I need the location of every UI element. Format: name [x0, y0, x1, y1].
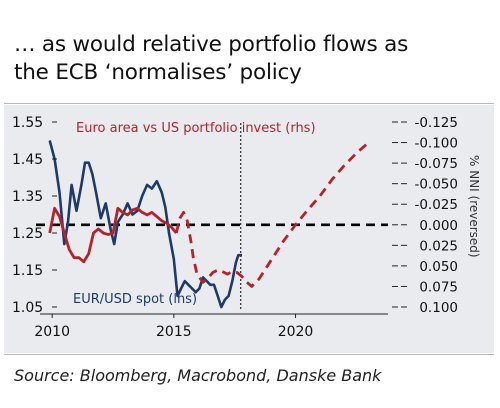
y-right-tick-label: 0.000 — [419, 218, 458, 234]
y-right-tick-label: -0.100 — [414, 136, 458, 152]
source-note: Source: Bloomberg, Macrobond, Danske Ban… — [14, 366, 382, 385]
y-right-tick-label: 0.100 — [419, 300, 458, 316]
chart-title-line-1: … as would relative portfolio flows as — [14, 32, 409, 57]
x-tick-label: 2010 — [34, 324, 70, 340]
y-right-tick-label: -0.050 — [414, 177, 458, 193]
y-left-tick-label: 1.55 — [12, 115, 43, 131]
eurusd-series-line-0 — [48, 140, 242, 309]
y-right-tick-label: 0.025 — [419, 238, 458, 254]
y-left-tick-label: 1.15 — [12, 263, 43, 279]
x-tick-label: 2015 — [156, 324, 192, 340]
y-left-tick-label: 1.25 — [12, 226, 43, 242]
y-right-tick-label: -0.025 — [414, 197, 458, 213]
eurusd-series-label: EUR/USD spot (lhs) — [73, 292, 197, 307]
bottom-divider — [4, 354, 494, 355]
y-right-tick-label: -0.125 — [414, 115, 458, 131]
portfolio-series-label: Euro area vs US portfolio invest (rhs) — [76, 121, 316, 136]
top-divider — [4, 103, 494, 104]
chart-title: … as would relative portfolio flows as t… — [14, 31, 490, 87]
y-right-tick-label: -0.075 — [414, 156, 458, 172]
chart-title-line-2: the ECB ‘normalises’ policy — [14, 60, 302, 85]
y-right-tick-label: 0.075 — [419, 279, 458, 295]
portfolio-series-line-1 — [48, 206, 178, 264]
y-right-tick-label: 0.050 — [419, 259, 458, 275]
chart-panel — [4, 105, 494, 353]
y-right-axis-title: % NNI (reversed) — [467, 155, 481, 258]
y-left-tick-label: 1.45 — [12, 152, 43, 168]
y-left-tick-label: 1.35 — [12, 189, 43, 205]
y-left-tick-label: 1.05 — [12, 300, 43, 316]
x-tick-label: 2020 — [278, 324, 314, 340]
portfolio-series-line-forecast-2 — [174, 141, 370, 288]
